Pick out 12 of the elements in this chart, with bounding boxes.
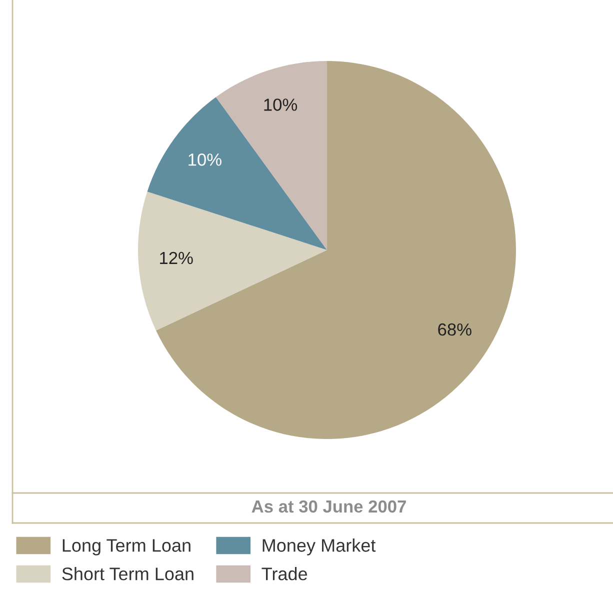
pie-slice: [147, 97, 327, 250]
pie-slice: [138, 192, 327, 330]
legend-label: Short Term Loan: [62, 567, 194, 580]
text: As at 30 June 2007: [252, 500, 406, 513]
legend-label: Trade: [262, 567, 308, 580]
data-label: 68%: [438, 323, 472, 336]
pie-slice: [156, 61, 516, 439]
data-label: 10%: [188, 153, 222, 166]
data-label: 10%: [264, 98, 298, 111]
legend-label: Long Term Loan: [62, 539, 190, 556]
data-label: 12%: [160, 252, 193, 264]
legend-label: Money Market: [262, 538, 376, 556]
